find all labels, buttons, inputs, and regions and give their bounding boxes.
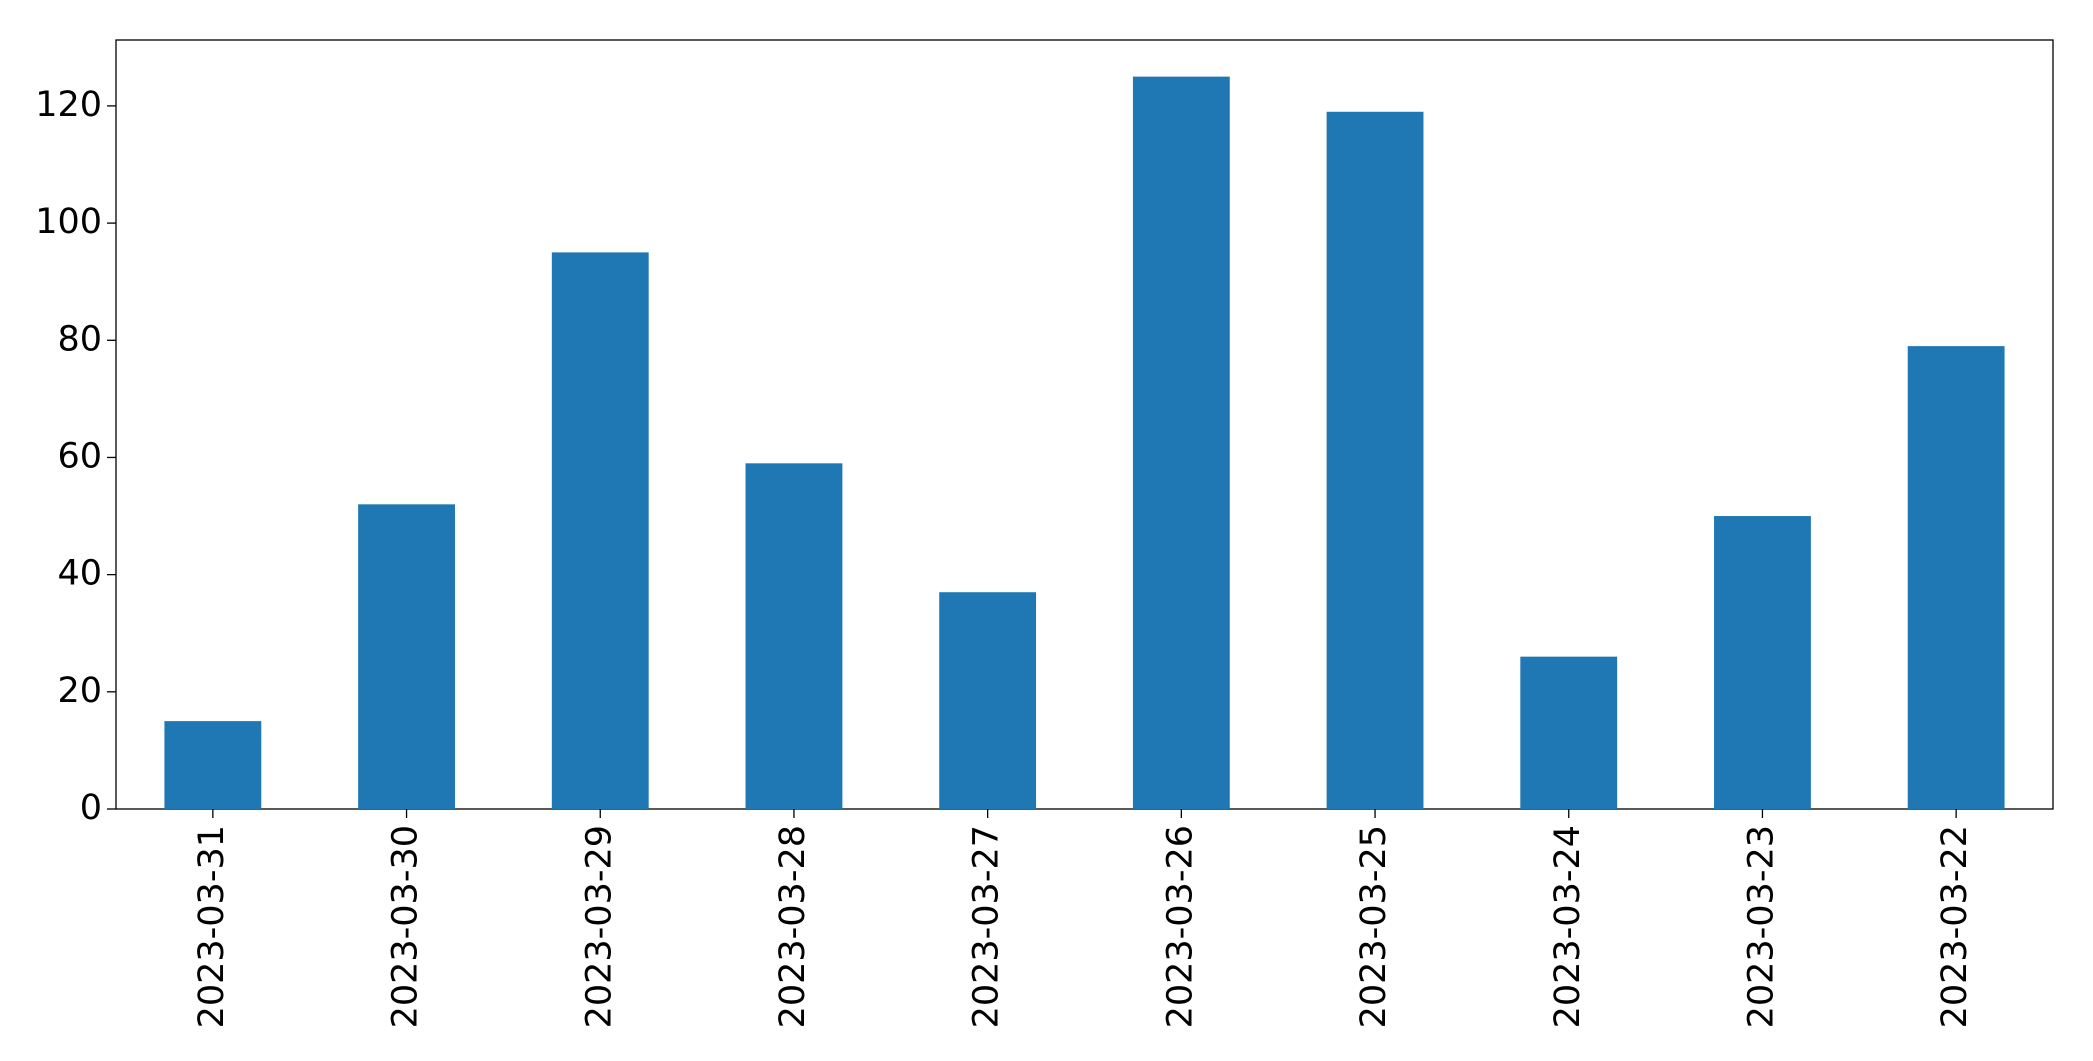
y-tick-label: 100 [35,202,102,242]
x-tick-label: 2023-03-28 [773,825,813,1028]
y-tick-label: 0 [80,788,102,828]
bar [1714,516,1811,809]
bar [551,252,649,809]
x-tick-label: 2023-03-24 [1548,825,1588,1028]
y-tick-label: 60 [57,436,102,476]
y-tick-label: 80 [57,319,102,359]
bar [1520,656,1618,809]
plot-frame [115,39,2054,810]
y-tick-label: 40 [57,554,102,594]
x-tick-label: 2023-03-26 [1160,825,1200,1028]
x-tick-label: 2023-03-23 [1741,825,1781,1028]
bar [939,592,1037,809]
bar [164,721,262,809]
x-tick-label: 2023-03-31 [192,825,232,1028]
y-tick-label: 120 [35,85,102,125]
x-tick-label: 2023-03-27 [967,825,1007,1028]
bar [358,504,455,809]
x-tick-label: 2023-03-25 [1354,825,1394,1028]
x-tick-label: 2023-03-22 [1935,825,1975,1028]
bar [1326,111,1424,810]
bar [1132,76,1230,810]
y-tick-label: 20 [57,671,102,711]
bar [745,463,843,809]
bar [1907,346,2005,809]
x-tick-label: 2023-03-30 [386,825,426,1028]
x-tick-label: 2023-03-29 [579,825,619,1028]
